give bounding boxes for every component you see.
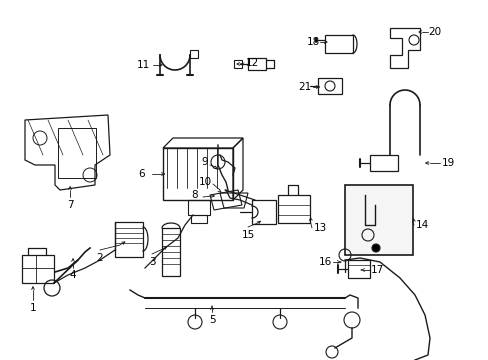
Text: 17: 17 xyxy=(369,265,383,275)
Bar xyxy=(234,60,242,68)
Text: 11: 11 xyxy=(136,60,149,70)
Text: 10: 10 xyxy=(198,177,211,187)
Bar xyxy=(162,228,180,276)
Bar xyxy=(317,78,341,94)
Text: 6: 6 xyxy=(139,169,145,179)
Bar xyxy=(278,195,309,223)
Bar xyxy=(115,222,142,257)
Bar xyxy=(325,35,352,53)
Text: 18: 18 xyxy=(306,37,319,47)
Bar xyxy=(58,128,96,178)
Text: 3: 3 xyxy=(148,257,155,267)
Text: 9: 9 xyxy=(201,157,208,167)
Bar xyxy=(345,185,412,255)
Text: 1: 1 xyxy=(30,303,36,313)
Text: 2: 2 xyxy=(97,253,103,263)
Text: 7: 7 xyxy=(66,200,73,210)
Text: 19: 19 xyxy=(441,158,454,168)
Bar xyxy=(247,58,265,70)
Bar xyxy=(347,260,369,278)
Bar xyxy=(22,255,54,283)
Text: 20: 20 xyxy=(427,27,441,37)
Bar xyxy=(369,155,397,171)
Text: 21: 21 xyxy=(298,82,311,92)
Text: 12: 12 xyxy=(245,58,258,68)
Text: 8: 8 xyxy=(191,190,198,200)
Text: 4: 4 xyxy=(70,270,76,280)
Bar xyxy=(187,200,209,215)
Text: 5: 5 xyxy=(208,315,215,325)
Bar xyxy=(251,200,275,224)
Text: 15: 15 xyxy=(241,230,254,240)
Bar xyxy=(190,50,198,58)
Text: 16: 16 xyxy=(318,257,331,267)
Text: 14: 14 xyxy=(414,220,428,230)
Text: 13: 13 xyxy=(313,223,326,233)
Bar xyxy=(163,148,232,200)
Circle shape xyxy=(371,244,379,252)
Bar xyxy=(191,215,206,223)
